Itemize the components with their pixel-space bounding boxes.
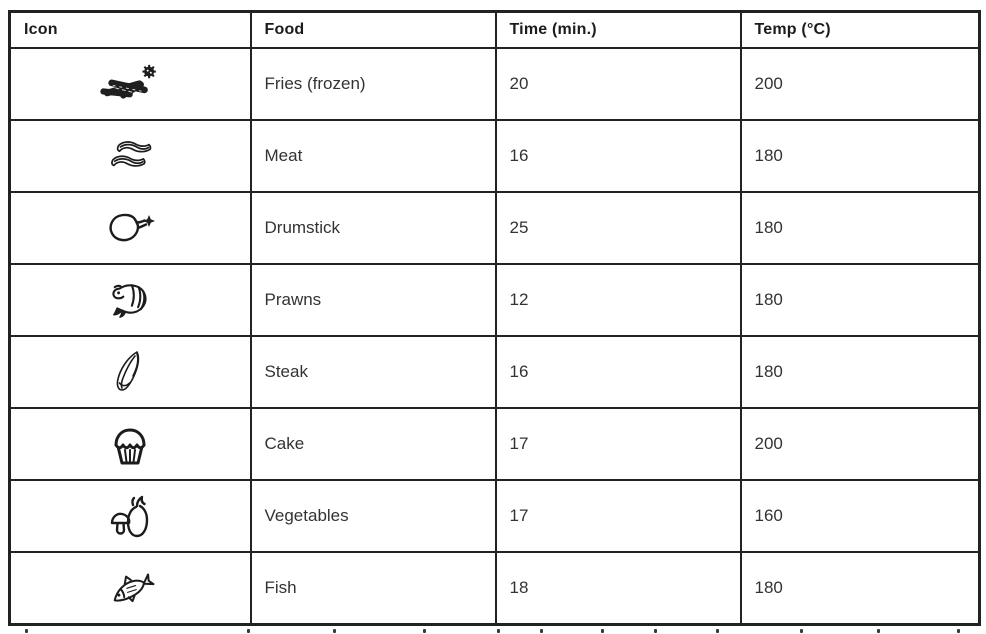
temp-cell: 180 xyxy=(739,119,981,193)
drumstick-icon xyxy=(109,213,156,242)
food-cell: Drumstick xyxy=(249,191,497,265)
time-cell: 20 xyxy=(494,47,742,121)
temp-cell: 200 xyxy=(739,407,981,481)
icon-cell xyxy=(8,407,252,481)
time-cell: 17 xyxy=(494,479,742,553)
time-cell: 12 xyxy=(494,263,742,337)
food-cell: Prawns xyxy=(249,263,497,337)
clipped-text-line-remnant xyxy=(0,629,986,634)
temp-cell: 180 xyxy=(739,263,981,337)
icon-cell xyxy=(8,191,252,265)
time-cell: 16 xyxy=(494,119,742,193)
temp-cell: 160 xyxy=(739,479,981,553)
temp-cell: 180 xyxy=(739,335,981,409)
icon-cell xyxy=(8,335,252,409)
table-row: Fish 18 180 xyxy=(8,551,981,626)
icon-cell xyxy=(8,263,252,337)
fries-frozen-icon xyxy=(100,64,157,99)
cooking-times-table: Icon Food Time (min.) Temp (°C) xyxy=(8,10,981,626)
column-header-icon: Icon xyxy=(8,10,252,49)
vegetables-icon xyxy=(111,495,149,538)
table-row: Cake 17 200 xyxy=(8,407,981,481)
icon-cell xyxy=(8,551,252,626)
icon-cell xyxy=(8,119,252,193)
food-cell: Cake xyxy=(249,407,497,481)
time-cell: 18 xyxy=(494,551,742,626)
time-cell: 17 xyxy=(494,407,742,481)
temp-cell: 180 xyxy=(739,191,981,265)
food-cell: Steak xyxy=(249,335,497,409)
table-row: Steak 16 180 xyxy=(8,335,981,409)
fish-icon xyxy=(113,573,155,603)
food-cell: Fries (frozen) xyxy=(249,47,497,121)
time-cell: 16 xyxy=(494,335,742,409)
header-row: Icon Food Time (min.) Temp (°C) xyxy=(8,10,981,49)
icon-cell xyxy=(8,479,252,553)
column-header-temp: Temp (°C) xyxy=(739,10,981,49)
food-cell: Vegetables xyxy=(249,479,497,553)
meat-icon xyxy=(111,141,152,167)
table-row: Vegetables 17 160 xyxy=(8,479,981,553)
cake-icon xyxy=(114,428,146,465)
time-cell: 25 xyxy=(494,191,742,265)
temp-cell: 180 xyxy=(739,551,981,626)
food-cell: Fish xyxy=(249,551,497,626)
column-header-time: Time (min.) xyxy=(494,10,742,49)
prawns-icon xyxy=(112,284,147,318)
table-row: Drumstick 25 180 xyxy=(8,191,981,265)
steak-icon xyxy=(116,351,140,391)
food-cell: Meat xyxy=(249,119,497,193)
column-header-food: Food xyxy=(249,10,497,49)
temp-cell: 200 xyxy=(739,47,981,121)
table-row: Prawns 12 180 xyxy=(8,263,981,337)
icon-cell xyxy=(8,47,252,121)
table-row: Meat 16 180 xyxy=(8,119,981,193)
table-row: Fries (frozen) 20 200 xyxy=(8,47,981,121)
